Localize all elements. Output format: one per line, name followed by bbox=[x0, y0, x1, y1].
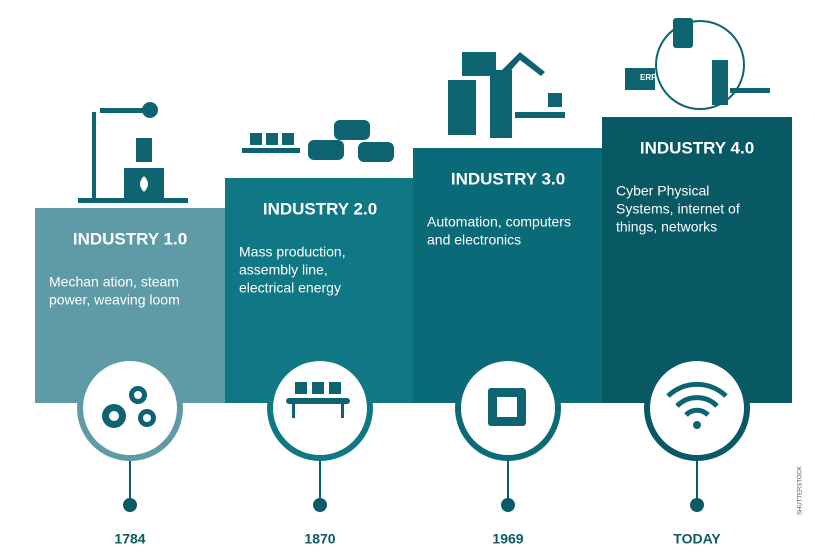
year-dot bbox=[690, 498, 704, 512]
computer bbox=[448, 80, 476, 135]
year: 1784 bbox=[114, 531, 145, 547]
year-dot bbox=[313, 498, 327, 512]
conveyor bbox=[242, 148, 300, 153]
gear-hole bbox=[109, 411, 119, 421]
gear-hole bbox=[134, 391, 142, 399]
flame bbox=[140, 176, 148, 192]
stage-description: things, networks bbox=[616, 219, 717, 235]
engine-wheel bbox=[142, 102, 158, 118]
year-dot bbox=[501, 498, 515, 512]
stage-title: INDUSTRY 3.0 bbox=[451, 169, 565, 188]
stage-title: INDUSTRY 1.0 bbox=[73, 229, 187, 248]
robot-base bbox=[712, 60, 728, 105]
stage-description: assembly line, bbox=[239, 262, 328, 278]
gear-hole bbox=[143, 414, 151, 422]
box bbox=[312, 382, 324, 394]
box bbox=[295, 382, 307, 394]
wifi-arc bbox=[684, 407, 710, 417]
year: 1870 bbox=[304, 531, 335, 547]
stage-description: Automation, computers bbox=[427, 214, 571, 230]
stage-description: Mass production, bbox=[239, 244, 346, 260]
box bbox=[266, 133, 278, 145]
car bbox=[358, 142, 394, 162]
top-illustrations bbox=[78, 18, 770, 203]
car bbox=[308, 140, 344, 160]
box bbox=[548, 93, 562, 107]
circle-icons bbox=[102, 381, 728, 429]
icon-label: ERP bbox=[640, 73, 657, 82]
watermark: SHUTTERSTOCK bbox=[798, 466, 804, 515]
year-dot bbox=[123, 498, 137, 512]
network-ring bbox=[655, 20, 745, 110]
robot-arm bbox=[500, 52, 545, 76]
leg bbox=[341, 404, 344, 418]
year: TODAY bbox=[673, 531, 721, 547]
stage-title: INDUSTRY 4.0 bbox=[640, 138, 754, 157]
wifi-dot bbox=[693, 421, 701, 429]
tablet bbox=[673, 18, 693, 48]
box bbox=[282, 133, 294, 145]
wifi-arc bbox=[675, 395, 719, 408]
stage-description: Cyber Physical bbox=[616, 183, 709, 199]
table bbox=[730, 88, 770, 93]
engine-base bbox=[78, 198, 188, 203]
engine-pole bbox=[92, 112, 96, 198]
icon-circle bbox=[77, 355, 183, 461]
conveyor bbox=[286, 398, 350, 404]
stage-description: power, weaving loom bbox=[49, 292, 180, 308]
icon-circle bbox=[267, 355, 373, 461]
engine-cylinder bbox=[136, 138, 152, 162]
robot-base bbox=[490, 70, 512, 138]
stage-description: and electronics bbox=[427, 232, 521, 248]
table bbox=[515, 112, 565, 118]
box bbox=[250, 133, 262, 145]
stage-description: Mechan ation, steam bbox=[49, 274, 179, 290]
year: 1969 bbox=[492, 531, 523, 547]
chip-core bbox=[497, 397, 517, 417]
engine-beam bbox=[100, 108, 156, 113]
laptop bbox=[625, 68, 655, 90]
leg bbox=[292, 404, 295, 418]
stage-title: INDUSTRY 2.0 bbox=[263, 199, 377, 218]
car bbox=[334, 120, 370, 140]
box bbox=[329, 382, 341, 394]
stage-description: Systems, internet of bbox=[616, 201, 740, 217]
wifi-arc bbox=[666, 381, 728, 398]
stage-description: electrical energy bbox=[239, 280, 341, 296]
